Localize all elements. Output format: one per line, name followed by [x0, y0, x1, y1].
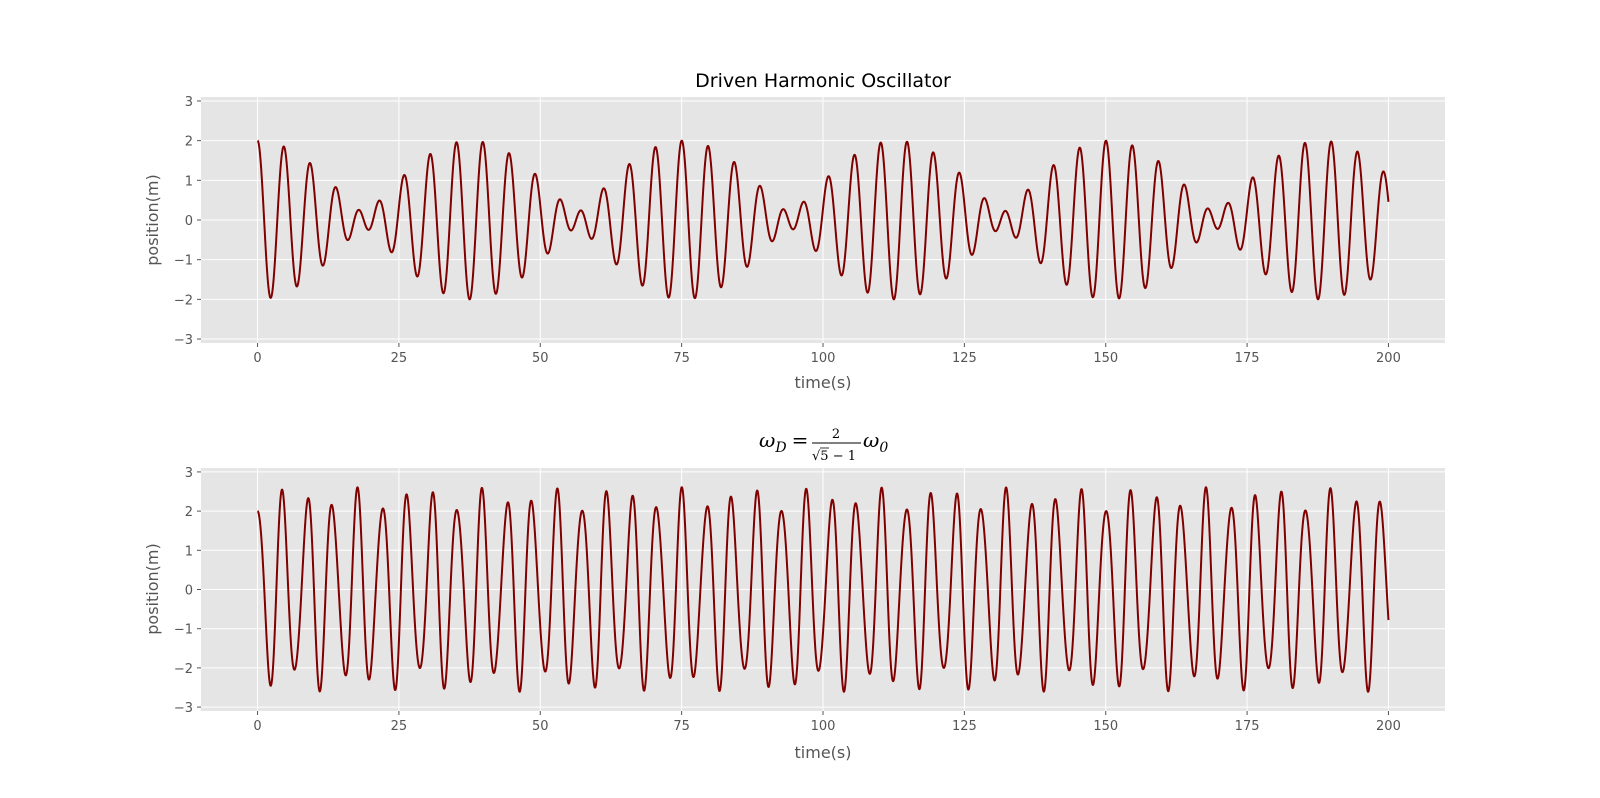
chart-title-bottom: ωD = 2 √5 − 1 ω0	[759, 427, 888, 464]
y-tick-label: −2	[174, 293, 193, 308]
title-equals: =	[792, 428, 809, 452]
chart-title-top: Driven Harmonic Oscillator	[695, 70, 951, 92]
y-tick-label: 0	[185, 584, 193, 599]
y-tick-label: 2	[185, 135, 193, 150]
x-tick-label: 25	[391, 351, 408, 366]
x-tick-label: 50	[532, 719, 549, 734]
title-denominator: √5 − 1	[812, 449, 856, 464]
subplot-top: 0 25 50 75 100 125 150 175 200 3 2 1 0 −1 −2 −3 Driven …	[143, 70, 1445, 392]
x-axis-label-bottom: time(s)	[795, 743, 852, 762]
title-numerator: 2	[832, 427, 840, 442]
y-tick-label: 2	[185, 505, 193, 520]
y-tick-label: −1	[174, 623, 193, 638]
y-tick-label: 3	[185, 466, 193, 481]
svg-text:ω0: ω0	[863, 428, 888, 456]
x-tick-label: 75	[673, 719, 690, 734]
x-tick-label: 200	[1376, 351, 1401, 366]
position-line-bottom	[256, 486, 1390, 693]
svg-text:ωD: ωD	[759, 428, 787, 456]
x-tick-label: 0	[253, 351, 261, 366]
x-tick-label: 100	[811, 719, 836, 734]
y-axis-label-top: position(m)	[143, 174, 162, 265]
x-tick-label: 200	[1376, 719, 1401, 734]
ticks-top: 0 25 50 75 100 125 150 175 200 3 2 1 0 −1 −2 −3	[174, 95, 1401, 366]
x-tick-label: 125	[952, 351, 977, 366]
y-tick-label: −3	[174, 701, 193, 716]
x-tick-label: 25	[391, 719, 408, 734]
y-axis-label-bottom: position(m)	[143, 543, 162, 634]
x-tick-label: 175	[1235, 719, 1260, 734]
grid-top	[201, 97, 1445, 343]
position-line-top	[256, 139, 1390, 301]
title-sub-d: D	[774, 440, 786, 456]
title-denominator-rest: − 1	[829, 449, 856, 464]
y-tick-label: 3	[185, 95, 193, 110]
title-omega-d: ω	[759, 428, 775, 452]
x-tick-label: 125	[952, 719, 977, 734]
title-radicand: 5	[820, 449, 828, 464]
title-omega-0: ω	[863, 428, 879, 452]
ticks-bottom: 0 25 50 75 100 125 150 175 200 3 2 1 0 −1 −2 −3	[174, 466, 1401, 734]
y-tick-label: −1	[174, 254, 193, 269]
x-tick-label: 0	[253, 719, 261, 734]
title-radical: √	[812, 449, 821, 464]
y-tick-label: −3	[174, 333, 193, 348]
x-tick-label: 100	[811, 351, 836, 366]
y-tick-label: 0	[185, 214, 193, 229]
x-axis-label-top: time(s)	[795, 373, 852, 392]
x-tick-label: 150	[1093, 719, 1118, 734]
y-tick-label: 1	[185, 544, 193, 559]
x-tick-label: 50	[532, 351, 549, 366]
title-sub-0: 0	[879, 440, 888, 456]
y-tick-label: 1	[185, 174, 193, 189]
x-tick-label: 150	[1093, 351, 1118, 366]
x-tick-label: 75	[673, 351, 690, 366]
x-tick-label: 175	[1235, 351, 1260, 366]
y-tick-label: −2	[174, 662, 193, 677]
